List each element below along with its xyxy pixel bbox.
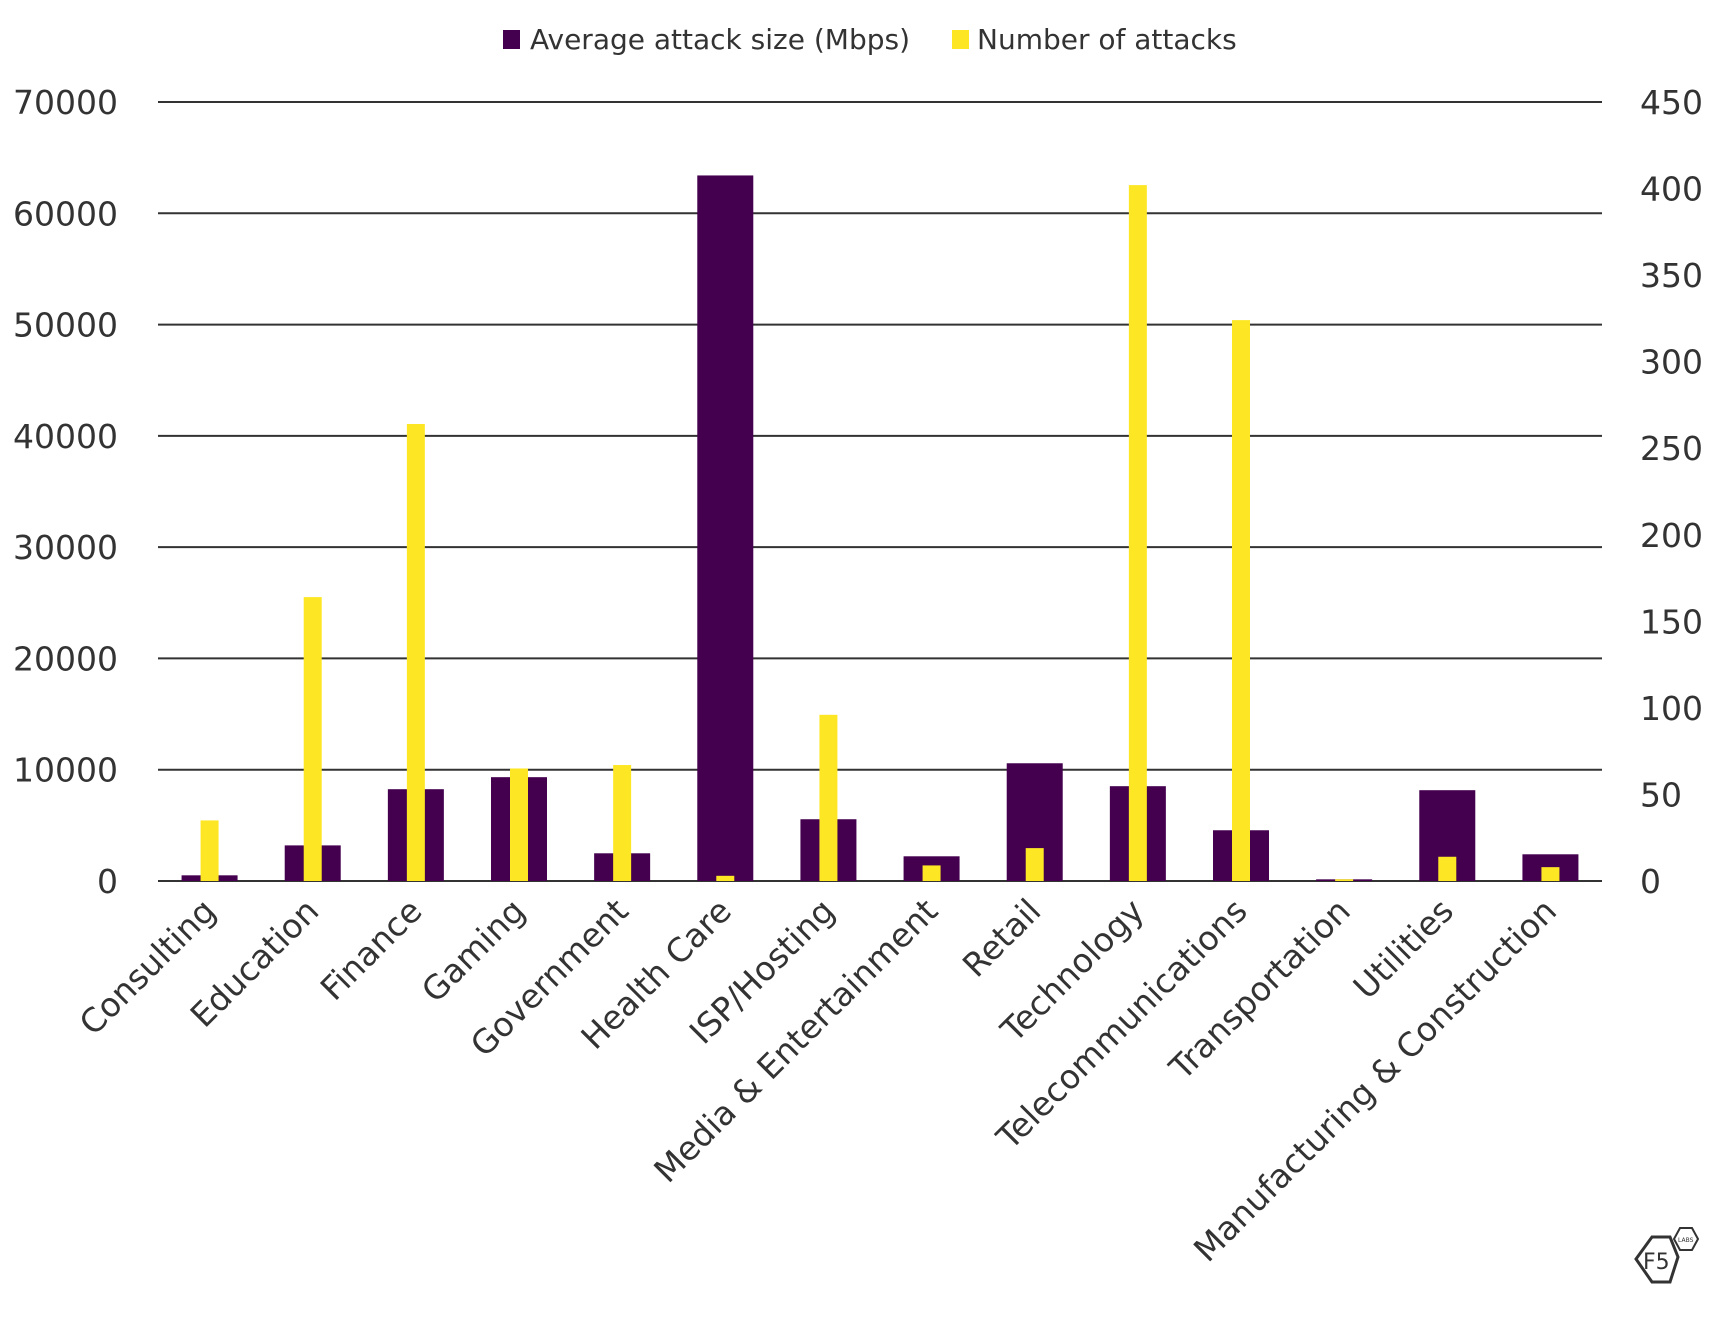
- right-tick-label: 250: [1640, 429, 1703, 468]
- bar-number-of-attacks: [922, 865, 941, 881]
- left-tick-label: 40000: [13, 417, 118, 456]
- left-tick-label: 20000: [13, 639, 118, 678]
- right-tick-label: 0: [1640, 862, 1661, 901]
- bar-number-of-attacks: [200, 820, 219, 881]
- category-label: Transportation: [1161, 891, 1358, 1088]
- bar-number-of-attacks: [303, 597, 322, 881]
- bar-number-of-attacks: [1335, 879, 1354, 881]
- series-number-of-attacks: [200, 185, 1560, 882]
- right-tick-label: 50: [1640, 775, 1682, 814]
- bar-number-of-attacks: [1128, 185, 1147, 882]
- right-tick-label: 150: [1640, 602, 1703, 641]
- legend-label-number-of-attacks: Number of attacks: [977, 23, 1237, 56]
- bar-number-of-attacks: [1025, 848, 1044, 881]
- legend-swatch-number-of-attacks: [952, 30, 969, 49]
- bar-number-of-attacks: [1541, 867, 1560, 881]
- bar-number-of-attacks: [1232, 320, 1250, 881]
- bar-number-of-attacks: [613, 765, 632, 881]
- category-label: Retail: [955, 891, 1049, 985]
- left-y-axis: 0 10000 20000 30000 40000 50000 60000 70000: [13, 83, 118, 901]
- x-axis-categories: ConsultingEducationFinanceGamingGovernme…: [72, 891, 1564, 1269]
- right-tick-label: 300: [1640, 343, 1703, 382]
- left-tick-label: 0: [97, 862, 118, 901]
- bar-number-of-attacks: [716, 875, 735, 881]
- legend: Average attack size (Mbps) Number of att…: [503, 23, 1237, 56]
- left-tick-label: 50000: [13, 306, 118, 345]
- right-tick-label: 200: [1640, 516, 1703, 555]
- f5-labs-logo: F5 LABS: [1634, 1227, 1700, 1284]
- right-tick-label: 350: [1640, 256, 1703, 295]
- series-avg-attack-size: [181, 175, 1579, 881]
- logo-badge-text: LABS: [1678, 1237, 1694, 1244]
- right-tick-label: 450: [1640, 83, 1703, 122]
- bar-number-of-attacks: [406, 423, 425, 881]
- bar-number-of-attacks: [510, 768, 528, 881]
- left-tick-label: 10000: [13, 751, 118, 790]
- logo-badge-hexagon-icon: [1672, 1227, 1700, 1251]
- logo-hexagon-icon: [1634, 1235, 1680, 1284]
- bar-number-of-attacks: [819, 714, 838, 881]
- category-label: Finance: [313, 891, 430, 1008]
- bar-number-of-attacks: [1438, 856, 1457, 881]
- right-tick-label: 100: [1640, 689, 1703, 728]
- category-label: Manufacturing & Construction: [1186, 891, 1564, 1269]
- logo-text: F5: [1643, 1250, 1670, 1275]
- bar-avg-attack-size: [697, 175, 754, 881]
- left-tick-label: 30000: [13, 528, 118, 567]
- left-tick-label: 60000: [13, 194, 118, 233]
- right-tick-label: 400: [1640, 170, 1703, 209]
- legend-label-avg-attack-size: Average attack size (Mbps): [530, 23, 910, 56]
- left-tick-label: 70000: [13, 83, 118, 122]
- legend-swatch-avg-attack-size: [503, 30, 520, 49]
- right-y-axis: 0 50 100 150 200 250 300 350 400 450: [1640, 83, 1703, 901]
- gridlines: [158, 101, 1602, 882]
